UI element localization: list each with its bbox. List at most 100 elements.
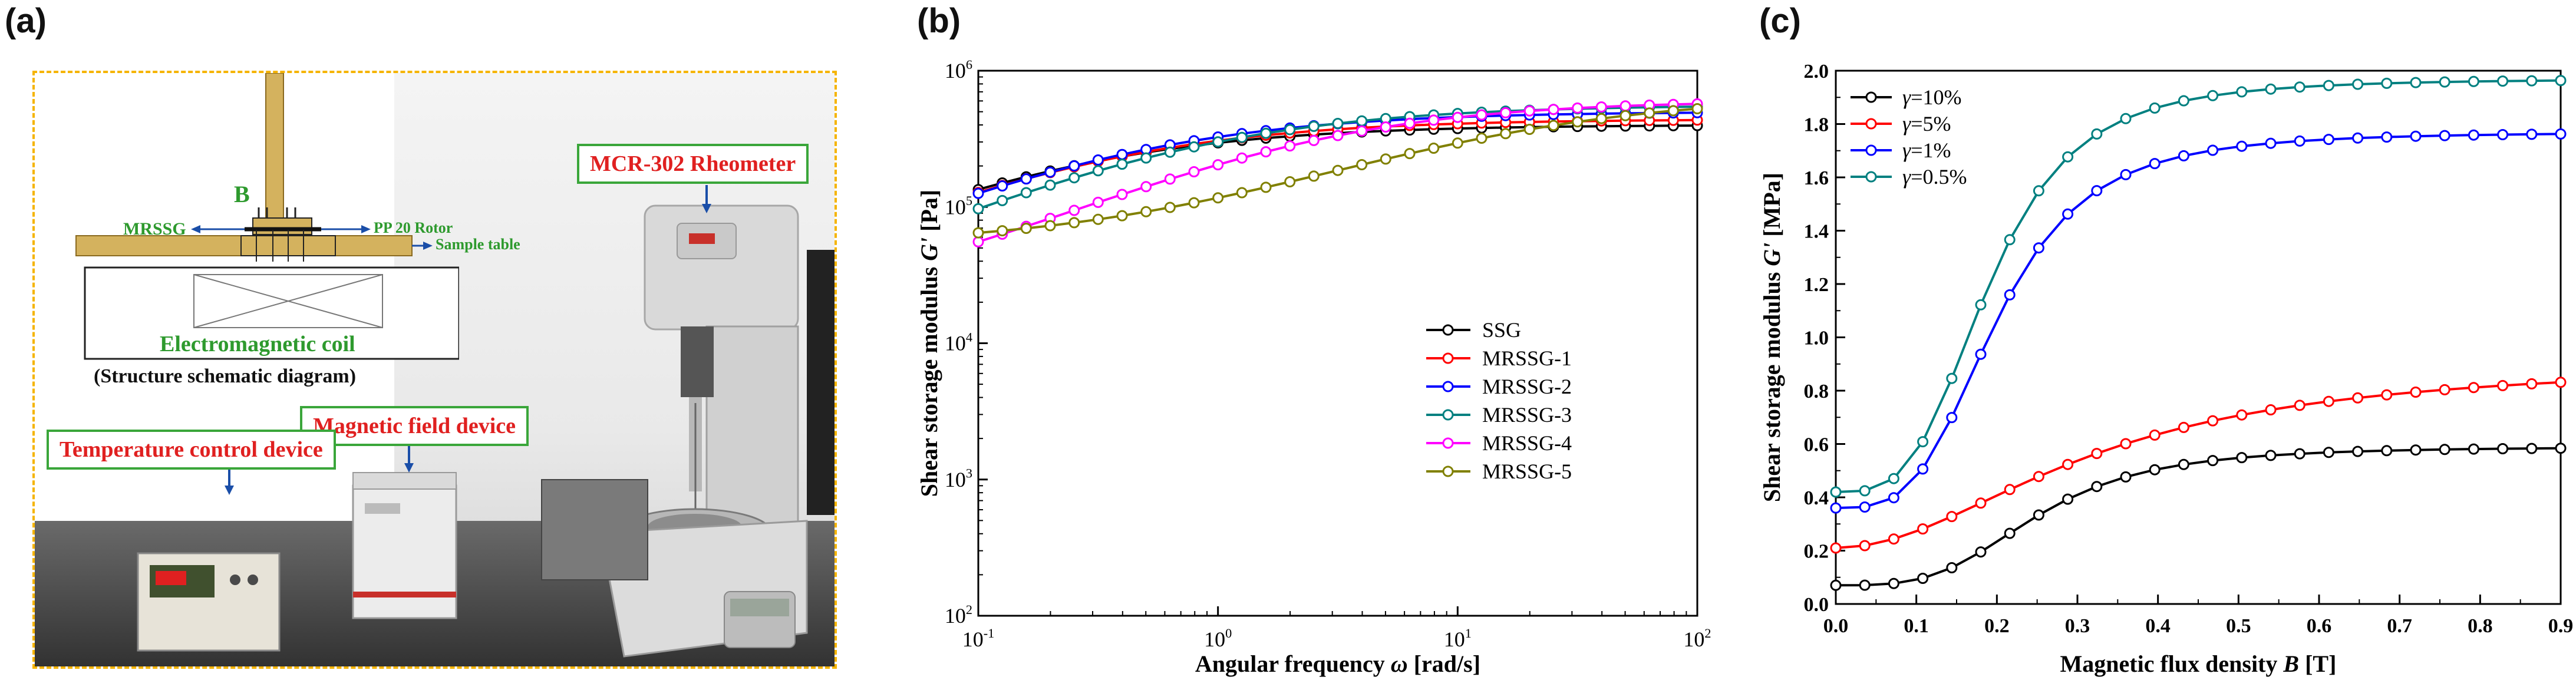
data-point-MRSSG-5 <box>1644 107 1655 119</box>
data-point-MRSSG-5 <box>1308 170 1320 182</box>
data-point-MRSSG-5 <box>1068 217 1080 229</box>
data-point <box>2120 113 2132 124</box>
data-point <box>1888 473 1899 484</box>
data-point-MRSSG-3 <box>972 203 984 214</box>
data-point <box>2410 77 2422 88</box>
data-point-MRSSG-4 <box>1476 109 1487 121</box>
data-point-MRSSG-4 <box>972 236 984 247</box>
x-axis-title: Magnetic flux density B [T] <box>2060 651 2337 677</box>
data-point <box>2236 140 2248 152</box>
data-point-MRSSG-5 <box>1548 120 1559 131</box>
data-point <box>2207 144 2219 156</box>
data-point-MRSSG-5 <box>1020 223 1032 234</box>
callout-temperature: Temperature control device <box>47 430 336 470</box>
data-point <box>2149 102 2161 114</box>
data-point <box>2497 379 2509 391</box>
data-point <box>1975 546 1987 558</box>
data-point-MRSSG-2 <box>972 187 984 199</box>
data-point <box>2555 128 2567 140</box>
data-point <box>1975 497 1987 509</box>
data-point <box>2381 445 2393 457</box>
data-point-MRSSG-3 <box>1284 124 1296 136</box>
data-point-MRSSG-5 <box>1044 220 1056 232</box>
data-point-MRSSG-4 <box>1308 134 1320 146</box>
data-point-MRSSG-5 <box>1667 105 1679 117</box>
data-point <box>2439 130 2450 141</box>
legend-label: SSG <box>1482 318 1521 342</box>
rotor-label: PP 20 Rotor <box>374 219 453 236</box>
data-point <box>1830 579 1842 591</box>
data-point-MRSSG-5 <box>1572 116 1584 128</box>
data-point <box>2352 392 2364 404</box>
y-tick-label: 0.6 <box>1804 434 1829 456</box>
data-point <box>1975 299 1987 311</box>
data-point-MRSSG-2 <box>1044 166 1056 178</box>
data-point <box>2468 75 2479 87</box>
x-tick-label: 0.8 <box>2468 615 2493 637</box>
data-point-MRSSG-4 <box>1068 204 1080 216</box>
data-point <box>1859 579 1871 591</box>
panel-label-a: (a) <box>5 2 47 40</box>
y-tick-label: 2.0 <box>1804 61 1829 82</box>
data-point <box>2178 421 2189 433</box>
data-point-MRSSG-2 <box>1092 154 1104 166</box>
legend-marker <box>1442 324 1454 336</box>
data-point-MRSSG-3 <box>1236 131 1248 143</box>
x-tick-label: 101 <box>1444 626 1472 651</box>
data-point-MRSSG-3 <box>1092 165 1104 177</box>
y-tick-label: 0.2 <box>1804 541 1829 563</box>
data-point <box>2323 395 2334 407</box>
data-point-MRSSG-4 <box>1452 111 1463 123</box>
data-point-MRSSG-5 <box>1476 133 1487 144</box>
y-tick-label: 0.4 <box>1804 487 1829 509</box>
x-tick-label: 0.3 <box>2065 615 2090 637</box>
data-point <box>2120 169 2132 180</box>
x-tick-label: 0.0 <box>1823 615 1849 637</box>
data-point <box>2352 132 2364 144</box>
coil-label: Electromagnetic coil <box>160 332 355 356</box>
data-point-MRSSG-5 <box>1188 197 1200 209</box>
data-point <box>2294 448 2305 460</box>
legend-label: MRSSG-2 <box>1482 375 1572 398</box>
data-point <box>2352 78 2364 90</box>
data-point <box>2468 443 2479 455</box>
data-point-MRSSG-4 <box>1236 152 1248 164</box>
legend-label: γ=1% <box>1902 138 1951 162</box>
data-point <box>2004 527 2016 539</box>
data-point <box>1946 372 1958 384</box>
data-point-MRSSG-4 <box>1572 102 1584 114</box>
data-point <box>2033 185 2044 197</box>
y-tick-label: 1.4 <box>1804 221 1829 243</box>
data-point <box>2410 444 2422 456</box>
y-tick-label: 1.2 <box>1804 274 1829 296</box>
data-point-MRSSG-5 <box>1164 202 1176 213</box>
data-point <box>2526 378 2538 389</box>
panel-label-c: (c) <box>1759 2 1801 40</box>
series-line-=1% <box>1835 133 2561 510</box>
data-point-MRSSG-5 <box>1332 164 1344 176</box>
data-point-MRSSG-4 <box>1188 166 1200 177</box>
structure-schematic <box>75 73 459 360</box>
data-point-MRSSG-5 <box>1284 176 1296 187</box>
data-point <box>2294 135 2305 147</box>
legend-marker <box>1442 409 1454 421</box>
data-point-MRSSG-2 <box>997 180 1008 192</box>
data-point <box>1946 562 1958 573</box>
legend-label: γ=10% <box>1902 85 1961 109</box>
x-tick-label: 0.1 <box>1904 615 1929 637</box>
panel-label-b: (b) <box>917 2 961 40</box>
data-point <box>1917 436 1929 448</box>
data-point-MRSSG-2 <box>1020 173 1032 185</box>
data-point <box>2555 443 2567 454</box>
data-point <box>2497 443 2509 454</box>
data-point-MRSSG-3 <box>1020 187 1032 199</box>
data-point-MRSSG-4 <box>1428 114 1440 126</box>
data-point <box>2120 471 2132 483</box>
data-point-MRSSG-4 <box>1092 196 1104 208</box>
plot-frame <box>977 70 1698 617</box>
y-tick-label: 0.0 <box>1804 594 1829 616</box>
x-axis-title: Angular frequency ω [rad/s] <box>1195 651 1480 677</box>
data-point <box>2178 95 2189 107</box>
x-tick-label: 0.5 <box>2226 615 2251 637</box>
data-point <box>2062 493 2074 505</box>
